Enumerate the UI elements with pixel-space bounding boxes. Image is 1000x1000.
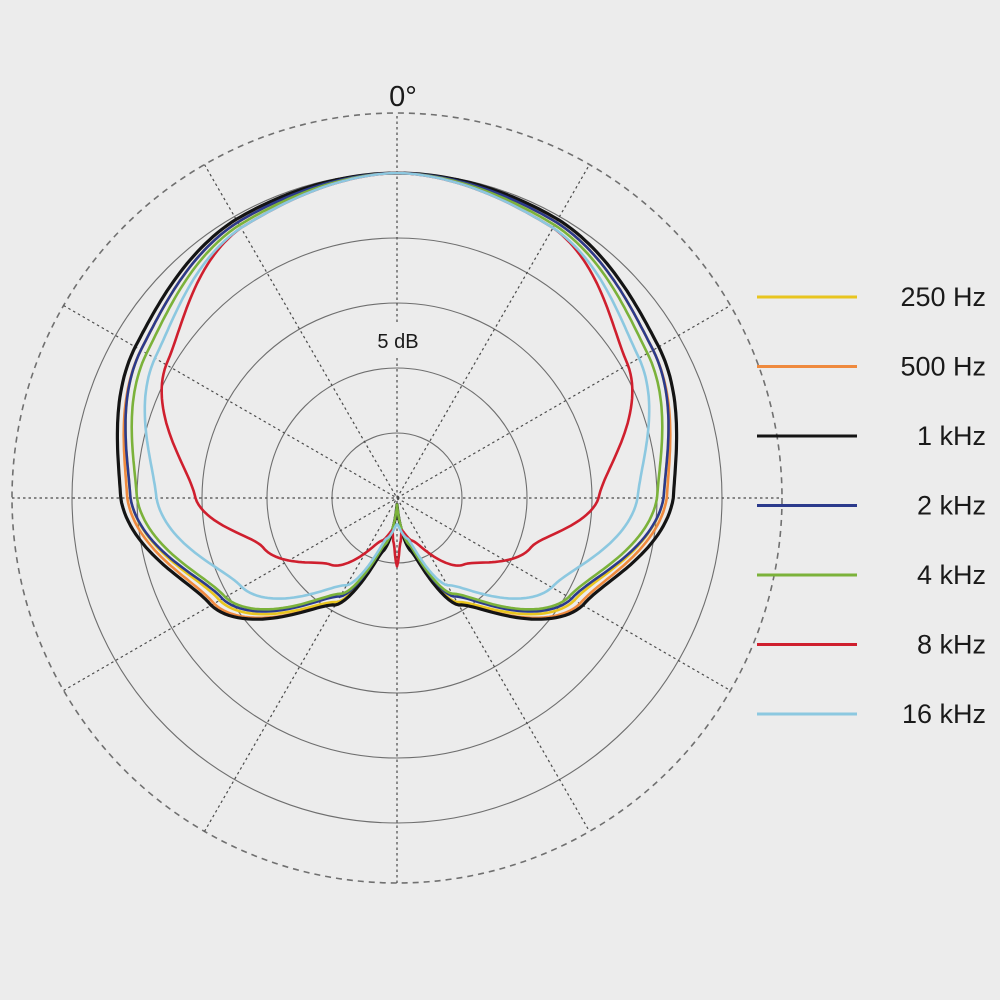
legend-label-250-hz: 250 Hz xyxy=(900,282,986,312)
radial-label-backdrop xyxy=(365,324,431,356)
legend-label-4-khz: 4 kHz xyxy=(917,560,986,590)
legend-label-1-khz: 1 kHz xyxy=(917,421,986,451)
legend-label-500-hz: 500 Hz xyxy=(900,352,986,382)
grid-outer-dashed-ring xyxy=(11,112,783,884)
legend-label-2-khz: 2 kHz xyxy=(917,491,986,521)
grid-spoke-150deg xyxy=(203,164,591,832)
radial-scale-label: 5 dB xyxy=(377,331,418,353)
legend-label-8-khz: 8 kHz xyxy=(917,630,986,660)
legend-label-16-khz: 16 kHz xyxy=(902,699,986,729)
legend: 250 Hz 500 Hz 1 kHz 2 kHz 4 kHz 8 kHz 16 kHz xyxy=(757,282,986,729)
series-curve-16-khz xyxy=(143,171,651,600)
series-curves xyxy=(115,171,679,621)
angle-label-0deg: 0° xyxy=(389,81,417,113)
